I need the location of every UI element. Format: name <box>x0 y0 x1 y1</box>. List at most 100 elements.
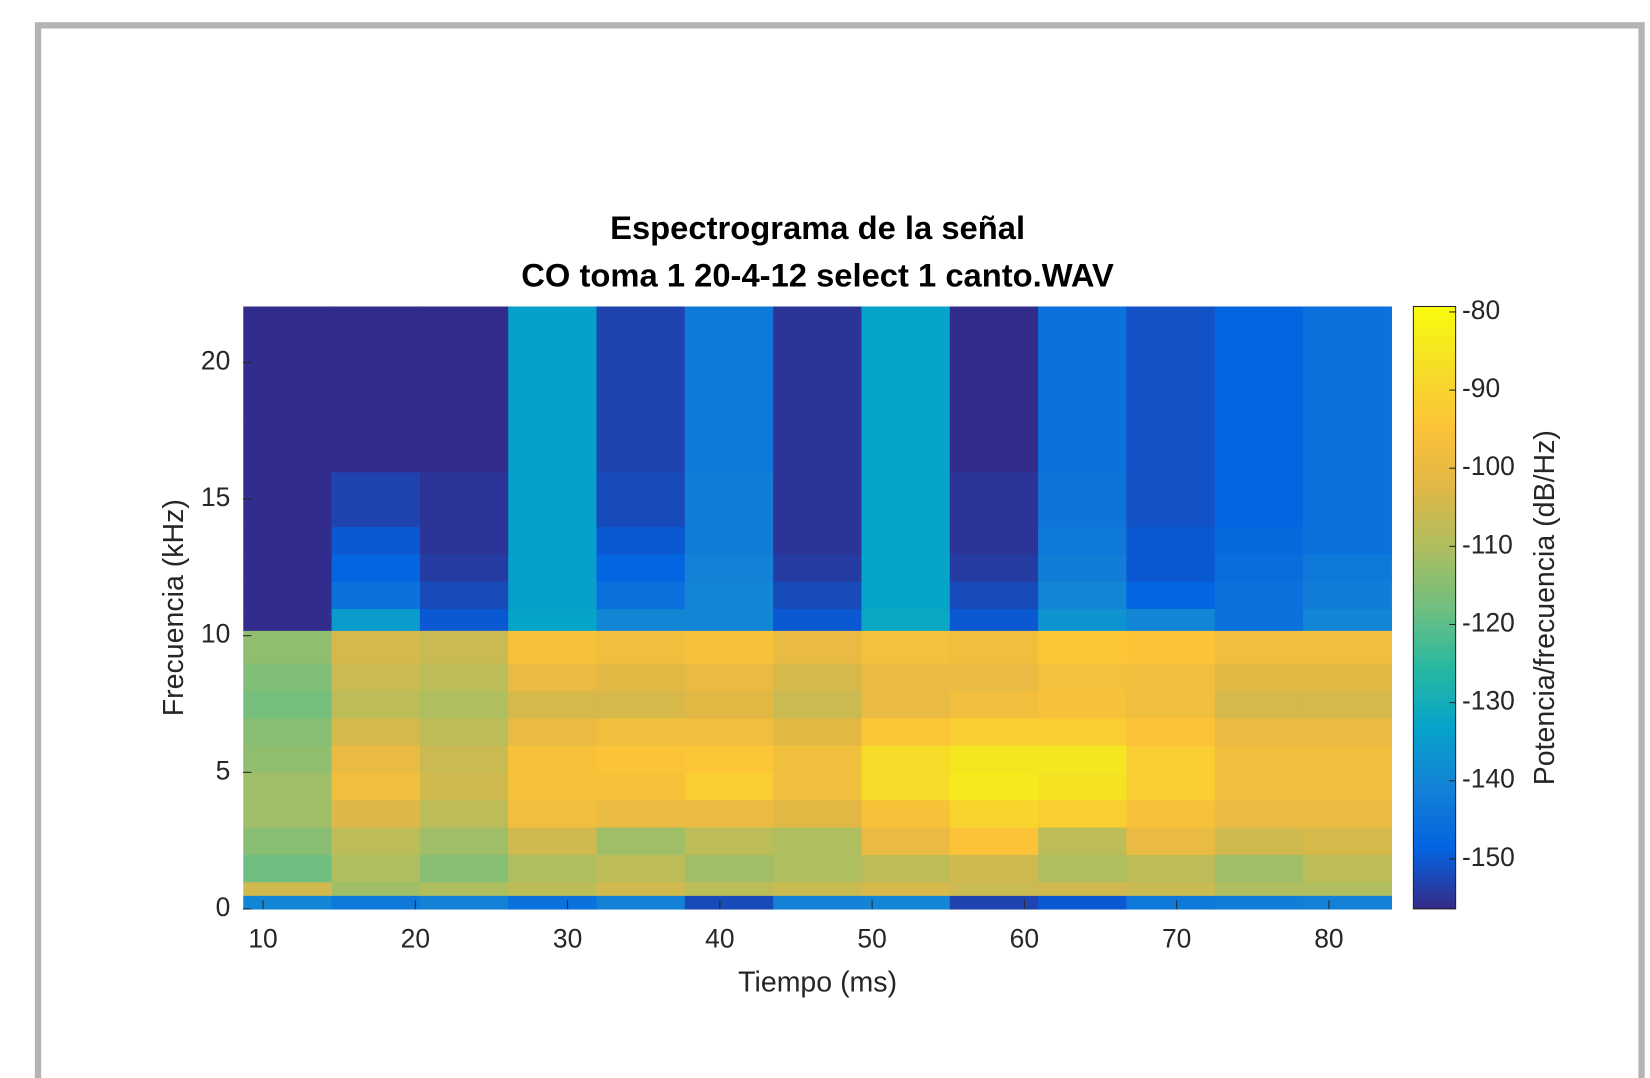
heatmap-cell <box>949 881 1039 896</box>
heatmap-cell <box>773 826 863 855</box>
heatmap-cell <box>1038 553 1128 582</box>
heatmap-cell <box>1038 526 1128 555</box>
heatmap-cell <box>773 854 863 883</box>
heatmap-cell <box>1126 895 1216 910</box>
heatmap-cell <box>419 630 509 664</box>
heatmap-cell <box>1214 630 1304 664</box>
heatmap-cell <box>861 744 951 773</box>
heatmap-cell <box>331 526 421 555</box>
heatmap-cell <box>949 471 1039 528</box>
heatmap-cell <box>419 471 509 528</box>
y-tick-label: 0 <box>216 892 231 922</box>
colorbar-tick-label: -120 <box>1462 607 1515 637</box>
heatmap-cell <box>1303 772 1392 801</box>
heatmap-cell <box>684 854 774 883</box>
heatmap-cell <box>331 772 421 801</box>
heatmap-cell <box>508 417 598 473</box>
heatmap-cell <box>508 744 598 773</box>
heatmap-cell <box>861 306 951 418</box>
heatmap-cell <box>1214 799 1304 828</box>
heatmap-cell <box>949 608 1039 631</box>
heatmap-cell <box>1214 306 1304 418</box>
heatmap-cell <box>1214 663 1304 691</box>
x-tick-label: 50 <box>857 924 886 954</box>
chart-title: Espectrograma de la señal <box>610 209 1025 246</box>
heatmap-cell <box>1038 417 1128 473</box>
heatmap-cell <box>596 417 686 473</box>
heatmap-cell <box>243 417 333 473</box>
heatmap-cell <box>243 630 333 664</box>
heatmap-cell <box>1214 608 1304 631</box>
colorbar-tick-label: -150 <box>1462 842 1515 872</box>
heatmap-cell <box>1214 526 1304 555</box>
heatmap-cell <box>508 471 598 528</box>
heatmap-cell <box>331 471 421 528</box>
y-axis-label: Frecuencia (kHz) <box>158 499 190 716</box>
heatmap-cell <box>1038 581 1128 610</box>
heatmap-cell <box>419 717 509 746</box>
heatmap-cell <box>861 772 951 801</box>
heatmap-cell <box>773 553 863 582</box>
heatmap-cell <box>1038 630 1128 664</box>
heatmap-cell <box>684 608 774 631</box>
heatmap-cell <box>1126 553 1216 582</box>
heatmap-cell <box>419 799 509 828</box>
heatmap-cell <box>1126 608 1216 631</box>
heatmap-cell <box>684 690 774 719</box>
heatmap-cell <box>419 826 509 855</box>
heatmap-cell <box>861 895 951 910</box>
heatmap-cell <box>243 854 333 883</box>
heatmap-cell <box>508 553 598 582</box>
heatmap-cell <box>596 608 686 631</box>
heatmap <box>243 306 1392 910</box>
heatmap-cell <box>1126 417 1216 473</box>
heatmap-cell <box>1126 854 1216 883</box>
heatmap-cell <box>949 581 1039 610</box>
heatmap-cell <box>508 690 598 719</box>
heatmap-cell <box>1038 772 1128 801</box>
heatmap-cell <box>684 553 774 582</box>
heatmap-cell <box>1038 717 1128 746</box>
heatmap-cell <box>508 772 598 801</box>
heatmap-cell <box>1303 526 1392 555</box>
heatmap-cell <box>331 553 421 582</box>
heatmap-cell <box>861 526 951 555</box>
heatmap-cell <box>419 553 509 582</box>
y-tick-label: 20 <box>201 345 230 375</box>
heatmap-cell <box>949 526 1039 555</box>
heatmap-cell <box>684 526 774 555</box>
x-tick-label: 40 <box>705 924 734 954</box>
heatmap-cell <box>331 717 421 746</box>
heatmap-cell <box>419 895 509 910</box>
heatmap-cell <box>1038 854 1128 883</box>
colorbar-tick-label: -80 <box>1462 295 1500 325</box>
x-tick-label: 20 <box>401 924 430 954</box>
heatmap-cell <box>1214 744 1304 773</box>
heatmap-cell <box>419 608 509 631</box>
heatmap-cell <box>684 895 774 910</box>
heatmap-cell <box>1214 581 1304 610</box>
heatmap-cell <box>508 717 598 746</box>
heatmap-cell <box>1126 526 1216 555</box>
heatmap-cell <box>949 772 1039 801</box>
heatmap-cell <box>1303 471 1392 528</box>
heatmap-cell <box>949 826 1039 855</box>
heatmap-cell <box>508 663 598 691</box>
heatmap-cell <box>508 826 598 855</box>
heatmap-cell <box>684 772 774 801</box>
heatmap-cell <box>596 826 686 855</box>
heatmap-cell <box>596 690 686 719</box>
heatmap-cell <box>684 663 774 691</box>
heatmap-cell <box>419 663 509 691</box>
heatmap-cell <box>861 471 951 528</box>
heatmap-cell <box>773 471 863 528</box>
heatmap-cell <box>1214 471 1304 528</box>
heatmap-cell <box>773 663 863 691</box>
colorbar-tick-label: -140 <box>1462 764 1515 794</box>
heatmap-cell <box>684 881 774 896</box>
heatmap-cell <box>861 630 951 664</box>
heatmap-cell <box>596 471 686 528</box>
heatmap-cell <box>243 799 333 828</box>
